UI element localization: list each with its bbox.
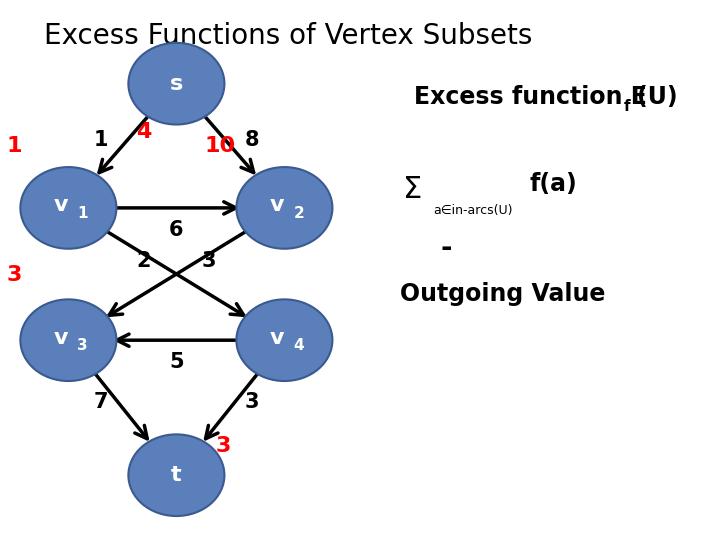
Text: v: v [54, 195, 68, 215]
Text: v: v [270, 195, 284, 215]
Text: 3: 3 [245, 392, 259, 413]
Text: 1: 1 [94, 130, 108, 151]
Text: 2: 2 [294, 206, 304, 221]
Text: v: v [270, 327, 284, 348]
Text: 3: 3 [6, 265, 22, 286]
Text: 1: 1 [78, 206, 88, 221]
Text: 4: 4 [294, 338, 304, 353]
Text: Σ: Σ [403, 174, 423, 204]
Text: 3: 3 [215, 435, 231, 456]
Text: Outgoing Value: Outgoing Value [400, 282, 605, 306]
Text: 3: 3 [78, 338, 88, 353]
Text: 1: 1 [6, 136, 22, 156]
Ellipse shape [20, 167, 117, 249]
Text: (U): (U) [637, 85, 678, 109]
Text: t: t [171, 465, 181, 485]
Ellipse shape [236, 167, 333, 249]
Text: f: f [624, 99, 631, 114]
Text: 10: 10 [204, 136, 235, 156]
Text: f(a): f(a) [529, 172, 577, 195]
Text: a∈in-arcs(U): a∈in-arcs(U) [433, 204, 513, 217]
Text: -: - [441, 234, 452, 262]
Text: 2: 2 [137, 251, 151, 271]
Text: 6: 6 [169, 219, 184, 240]
Text: Excess function E: Excess function E [414, 85, 647, 109]
Text: 8: 8 [245, 130, 259, 151]
Ellipse shape [236, 299, 333, 381]
Ellipse shape [128, 434, 225, 516]
Ellipse shape [128, 43, 225, 125]
Text: 5: 5 [169, 352, 184, 372]
Text: Excess Functions of Vertex Subsets: Excess Functions of Vertex Subsets [44, 22, 532, 50]
Text: 4: 4 [136, 122, 152, 143]
Text: v: v [54, 327, 68, 348]
Text: 3: 3 [202, 251, 216, 271]
Text: s: s [170, 73, 183, 94]
Ellipse shape [20, 299, 117, 381]
Text: 7: 7 [94, 392, 108, 413]
